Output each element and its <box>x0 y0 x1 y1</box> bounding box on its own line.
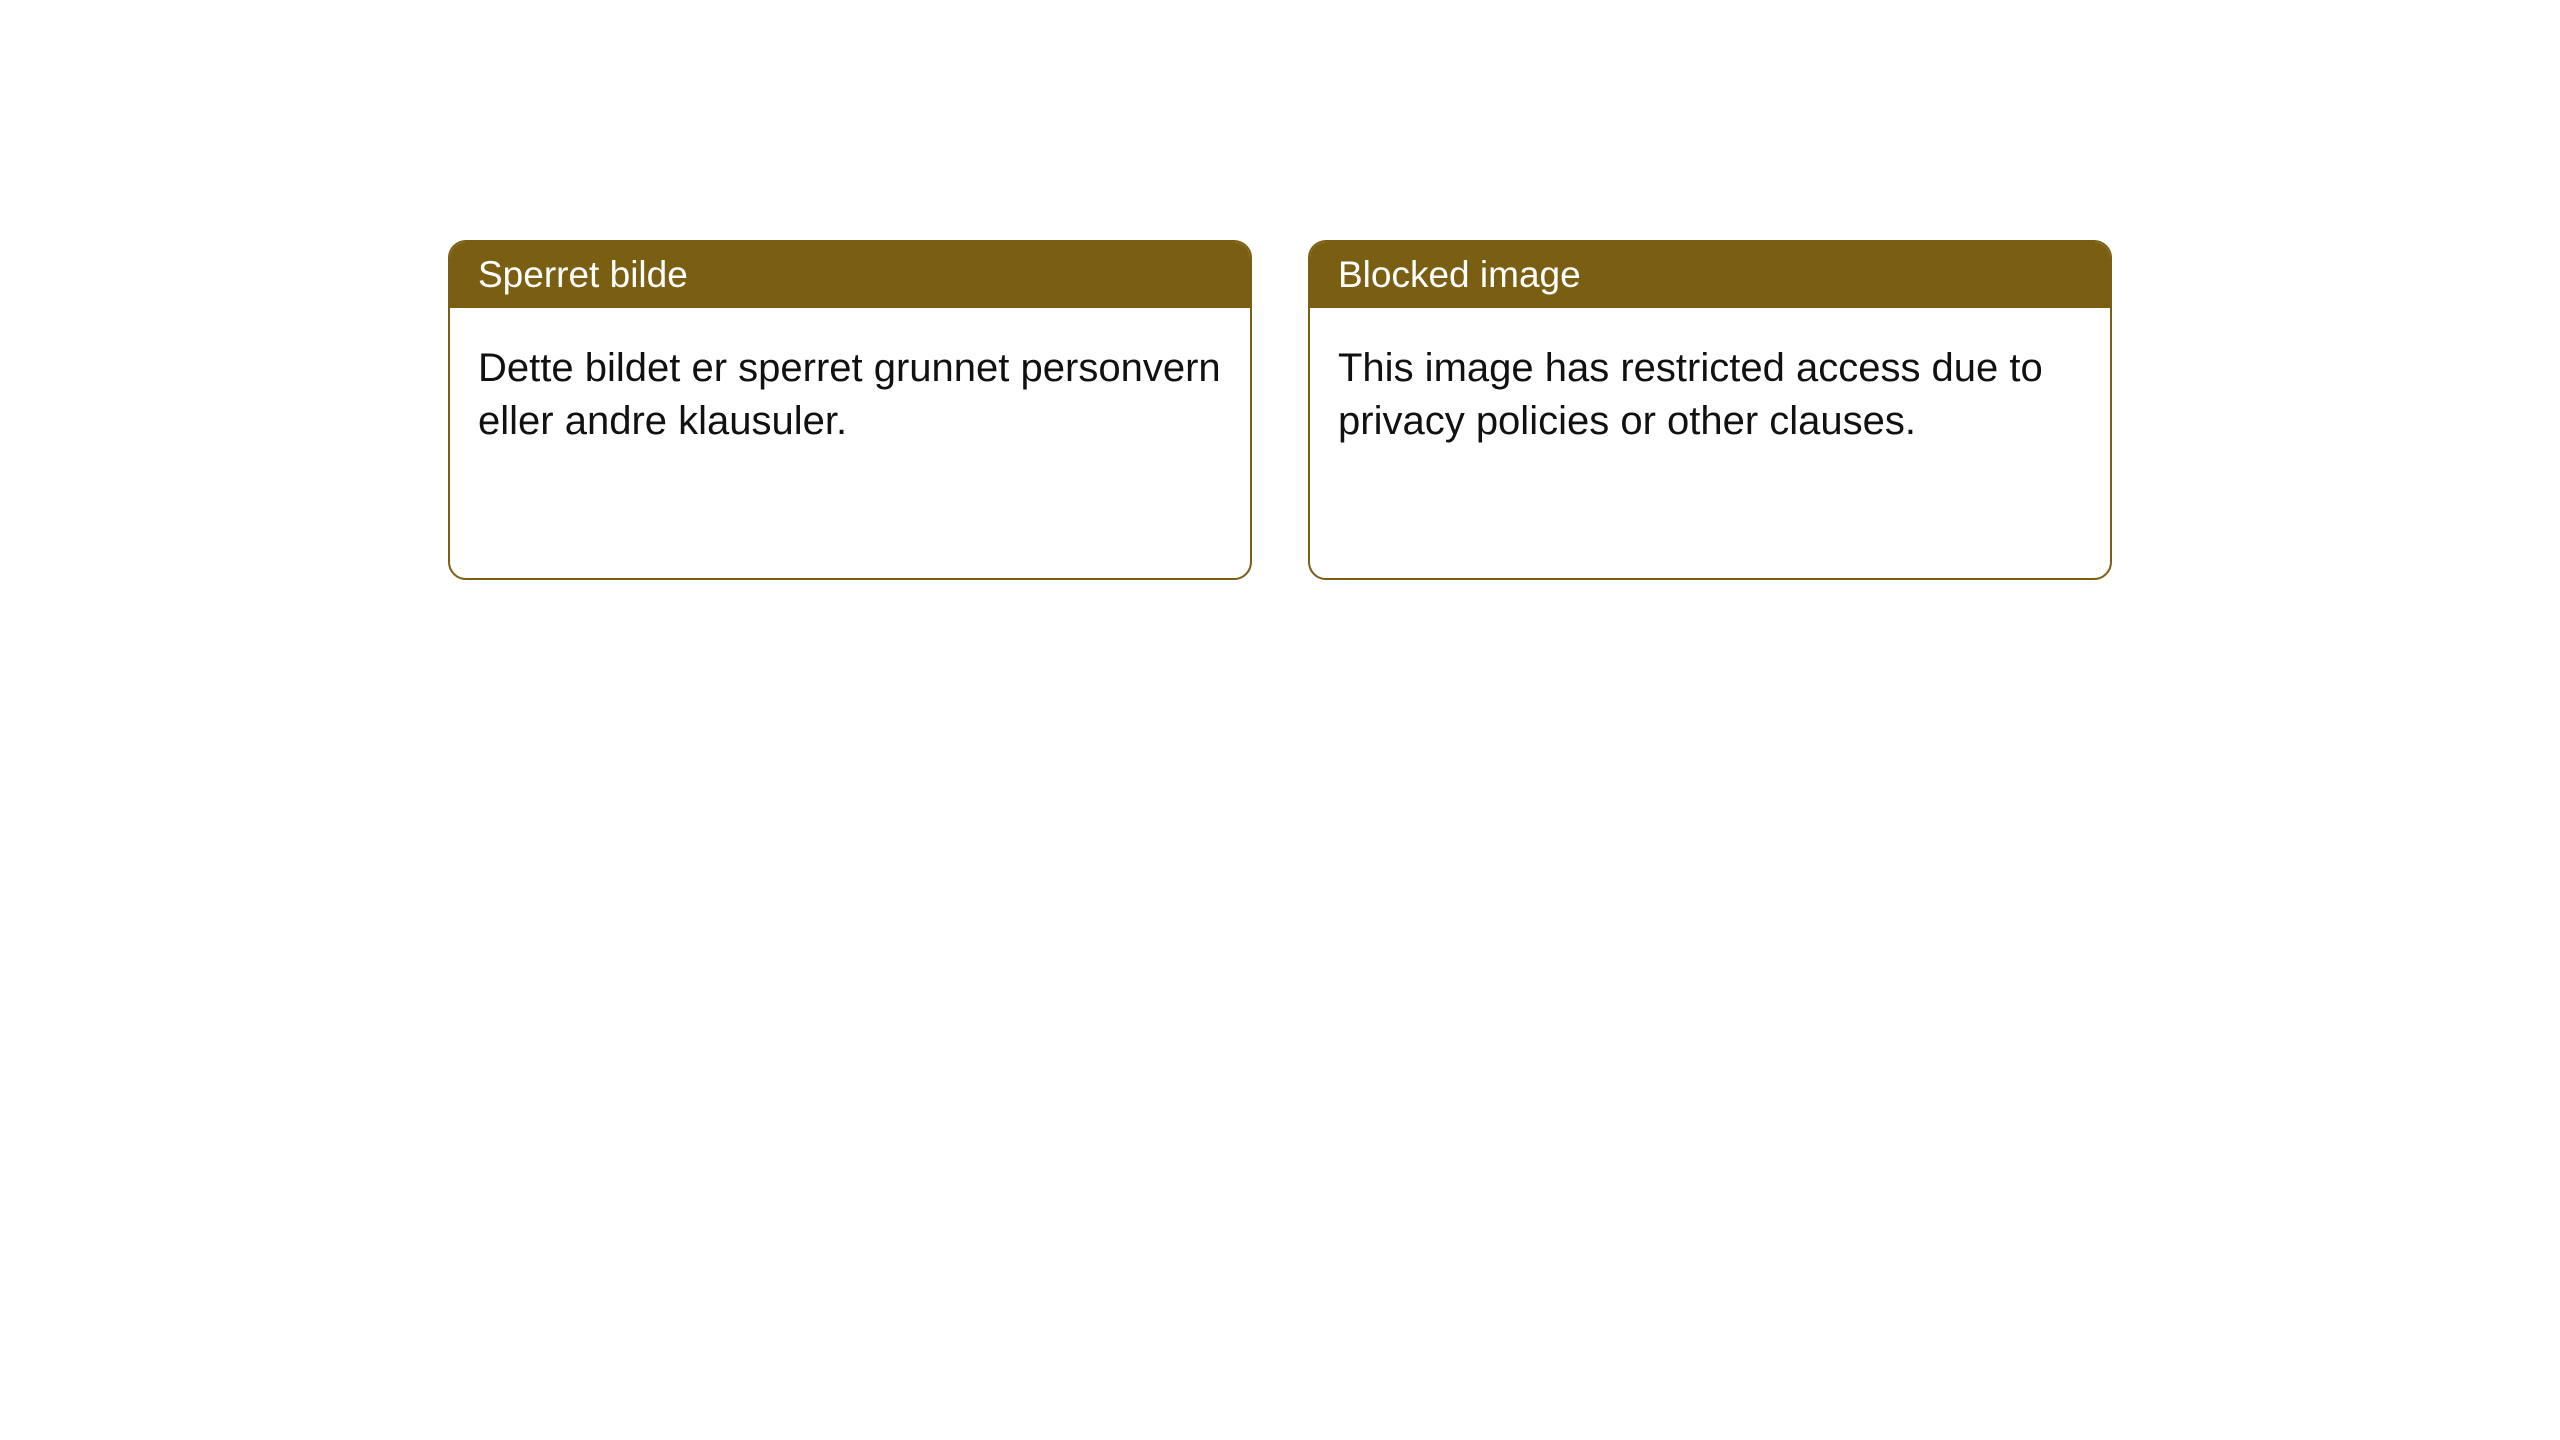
notice-title-english: Blocked image <box>1310 242 2110 308</box>
notice-card-english: Blocked image This image has restricted … <box>1308 240 2112 580</box>
notice-title-norwegian: Sperret bilde <box>450 242 1250 308</box>
notice-body-norwegian: Dette bildet er sperret grunnet personve… <box>450 308 1250 578</box>
notice-container: Sperret bilde Dette bildet er sperret gr… <box>0 0 2560 580</box>
notice-card-norwegian: Sperret bilde Dette bildet er sperret gr… <box>448 240 1252 580</box>
notice-body-english: This image has restricted access due to … <box>1310 308 2110 578</box>
